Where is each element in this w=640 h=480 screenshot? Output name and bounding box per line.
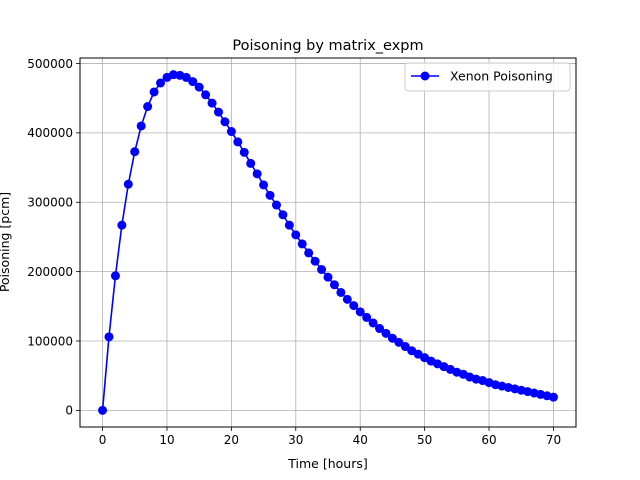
data-point <box>362 312 372 322</box>
x-tick-label: 0 <box>99 433 107 447</box>
data-point <box>400 342 410 352</box>
legend: Xenon Poisoning <box>404 62 571 92</box>
data-point <box>239 147 249 157</box>
data-point <box>194 82 204 92</box>
data-point <box>381 328 391 338</box>
data-point <box>265 190 275 200</box>
data-point <box>181 72 191 82</box>
data-point <box>297 239 307 249</box>
data-point <box>284 220 294 230</box>
data-point <box>143 102 153 112</box>
data-point <box>156 78 166 88</box>
data-point <box>323 272 333 282</box>
series-line <box>101 73 554 411</box>
axes-frame <box>79 57 577 428</box>
legend-entry-label: Xenon Poisoning <box>450 69 553 84</box>
data-point <box>342 294 352 304</box>
data-point <box>220 117 230 127</box>
data-point <box>387 333 397 343</box>
x-tick-label: 60 <box>481 433 496 447</box>
y-tick-label: 100000 <box>27 334 73 348</box>
x-tick-label: 40 <box>353 433 368 447</box>
x-ticks: 0 10 20 30 40 50 60 70 <box>99 427 561 447</box>
data-point <box>213 107 223 117</box>
data-point <box>291 230 301 240</box>
data-point <box>117 220 127 230</box>
data-point <box>207 98 217 108</box>
x-tick-label: 30 <box>288 433 303 447</box>
x-tick-label: 10 <box>159 433 174 447</box>
grid <box>80 58 576 427</box>
series-layer <box>98 70 558 415</box>
data-point <box>336 287 346 297</box>
legend-marker <box>420 71 430 81</box>
data-point <box>104 332 114 342</box>
data-point <box>226 127 236 137</box>
data-point <box>123 179 133 189</box>
data-point <box>355 307 365 317</box>
data-point <box>349 301 359 311</box>
data-point <box>310 256 320 266</box>
data-point <box>201 90 211 100</box>
x-axis-label: Time [hours] <box>287 456 367 471</box>
x-tick-label: 50 <box>417 433 432 447</box>
data-point <box>329 280 339 290</box>
data-point <box>130 147 140 157</box>
data-point <box>548 392 558 402</box>
data-point <box>188 77 198 87</box>
data-point <box>259 180 269 190</box>
legend-box <box>404 62 571 92</box>
y-tick-label: 300000 <box>27 196 73 210</box>
y-tick-label: 200000 <box>27 265 73 279</box>
data-point <box>252 169 262 179</box>
data-point <box>246 158 256 168</box>
data-point <box>317 265 327 275</box>
data-point <box>278 210 288 220</box>
y-ticks: 0 100000 200000 300000 400000 500000 <box>27 57 80 418</box>
data-point <box>394 337 404 347</box>
chart-title: Poisoning by matrix_expm <box>232 38 423 54</box>
data-point <box>271 200 281 210</box>
data-point <box>149 87 159 97</box>
x-tick-label: 20 <box>224 433 239 447</box>
data-point <box>233 137 243 147</box>
x-tick-label: 70 <box>546 433 561 447</box>
data-point <box>368 318 378 328</box>
y-tick-label: 400000 <box>27 126 73 140</box>
y-axis-label: Poisoning [pcm] <box>0 192 12 292</box>
data-point <box>304 248 314 258</box>
y-tick-label: 0 <box>65 404 73 418</box>
data-point <box>136 121 146 131</box>
data-point <box>98 405 108 415</box>
data-point <box>375 324 385 334</box>
data-point <box>110 271 120 281</box>
y-tick-label: 500000 <box>27 57 73 71</box>
